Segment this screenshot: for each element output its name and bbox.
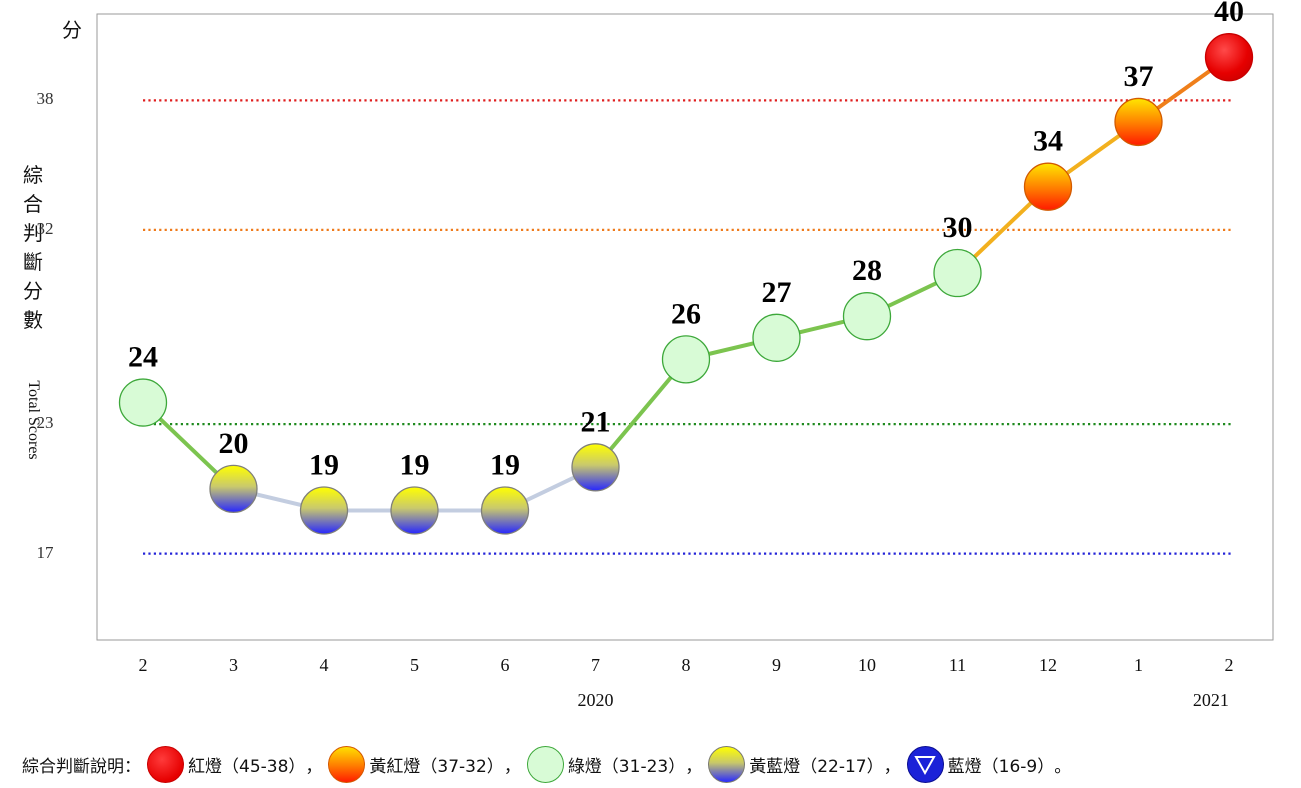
down-triangle-icon: [914, 756, 936, 776]
x-tick-label: 6: [501, 655, 510, 675]
data-point-green: [933, 248, 982, 298]
data-label: 37: [1124, 60, 1154, 93]
data-label: 19: [490, 448, 520, 481]
data-point-yellow-red: [1023, 162, 1073, 211]
legend: 綜合判斷說明： 紅燈（45-38） ， 黃紅燈（37-32） ， 綠燈（31-2…: [22, 744, 1071, 784]
plot-area: [96, 13, 1274, 641]
legend-separator: 。: [1054, 756, 1072, 777]
legend-item-green: 綠燈（31-23） ，: [521, 745, 703, 783]
legend-item-blue: 藍燈（16-9） 。: [901, 745, 1072, 783]
data-point-green: [118, 378, 168, 427]
x-tick-label: 11: [949, 655, 966, 675]
data-point-yellow-blue: [390, 486, 439, 535]
legend-item-yellow-blue: 黃藍燈（22-17） ，: [702, 745, 901, 783]
data-point-green: [661, 335, 711, 384]
x-tick-label: 5: [410, 655, 419, 675]
legend-separator: ，: [503, 756, 521, 777]
data-label: 20: [219, 427, 249, 460]
x-tick-label: 2: [139, 655, 148, 675]
yellow-red-light-icon: [328, 745, 366, 783]
data-label: 34: [1033, 125, 1063, 158]
x-tick-label: 10: [858, 655, 876, 675]
legend-label-green: 綠燈（31-23）: [567, 756, 686, 777]
data-point-yellow-red: [1114, 97, 1163, 147]
legend-title: 綜合判斷說明：: [22, 756, 141, 777]
legend-label-yellow-blue: 黃藍燈（22-17）: [749, 756, 884, 777]
legend-separator: ，: [685, 756, 703, 777]
data-point-red: [1204, 33, 1254, 82]
data-label: 21: [581, 405, 611, 438]
data-point-yellow-blue: [571, 443, 620, 492]
x-tick-label: 2: [1225, 655, 1234, 675]
unit-label: 分: [62, 20, 82, 42]
data-point-yellow-blue: [299, 486, 349, 535]
y-tick-label: 38: [36, 89, 54, 109]
data-point-yellow-blue: [209, 464, 258, 514]
y-tick-label: 17: [36, 542, 54, 562]
legend-separator: ，: [305, 756, 323, 777]
year-label: 2020: [577, 690, 614, 710]
legend-label-yellow-red: 黃紅燈（37-32）: [369, 756, 504, 777]
y-tick-label: 23: [36, 413, 54, 433]
y-axis-label-chinese: 綜合判斷分數: [23, 165, 43, 332]
data-point-yellow-blue: [480, 486, 530, 535]
data-point-green: [752, 313, 801, 362]
legend-separator: ，: [883, 756, 901, 777]
data-label: 26: [671, 297, 701, 330]
data-label: 30: [943, 211, 973, 244]
x-tick-label: 7: [591, 655, 600, 675]
x-tick-label: 3: [229, 655, 238, 675]
yellow-blue-light-icon: [708, 745, 746, 783]
data-label: 28: [852, 254, 882, 287]
x-tick-label: 4: [320, 655, 329, 675]
green-light-icon: [526, 745, 564, 783]
data-point-green: [842, 292, 892, 341]
x-tick-label: 9: [772, 655, 781, 675]
y-tick-label: 32: [36, 218, 54, 238]
x-tick-label: 1: [1134, 655, 1143, 675]
legend-label-blue: 藍燈（16-9）: [947, 756, 1055, 777]
x-tick-label: 8: [682, 655, 691, 675]
legend-item-yellow-red: 黃紅燈（37-32） ，: [322, 745, 521, 783]
red-light-icon: [147, 745, 184, 783]
data-label: 40: [1214, 0, 1244, 28]
x-tick-label: 12: [1039, 655, 1057, 675]
blue-light-icon: [906, 745, 944, 783]
data-label: 27: [762, 276, 792, 309]
data-label: 19: [400, 448, 430, 481]
data-label: 19: [309, 448, 339, 481]
legend-item-red: 紅燈（45-38） ，: [141, 745, 323, 783]
data-label: 24: [128, 341, 158, 374]
year-label: 2021: [1192, 690, 1229, 710]
legend-label-red: 紅燈（45-38）: [188, 756, 306, 777]
